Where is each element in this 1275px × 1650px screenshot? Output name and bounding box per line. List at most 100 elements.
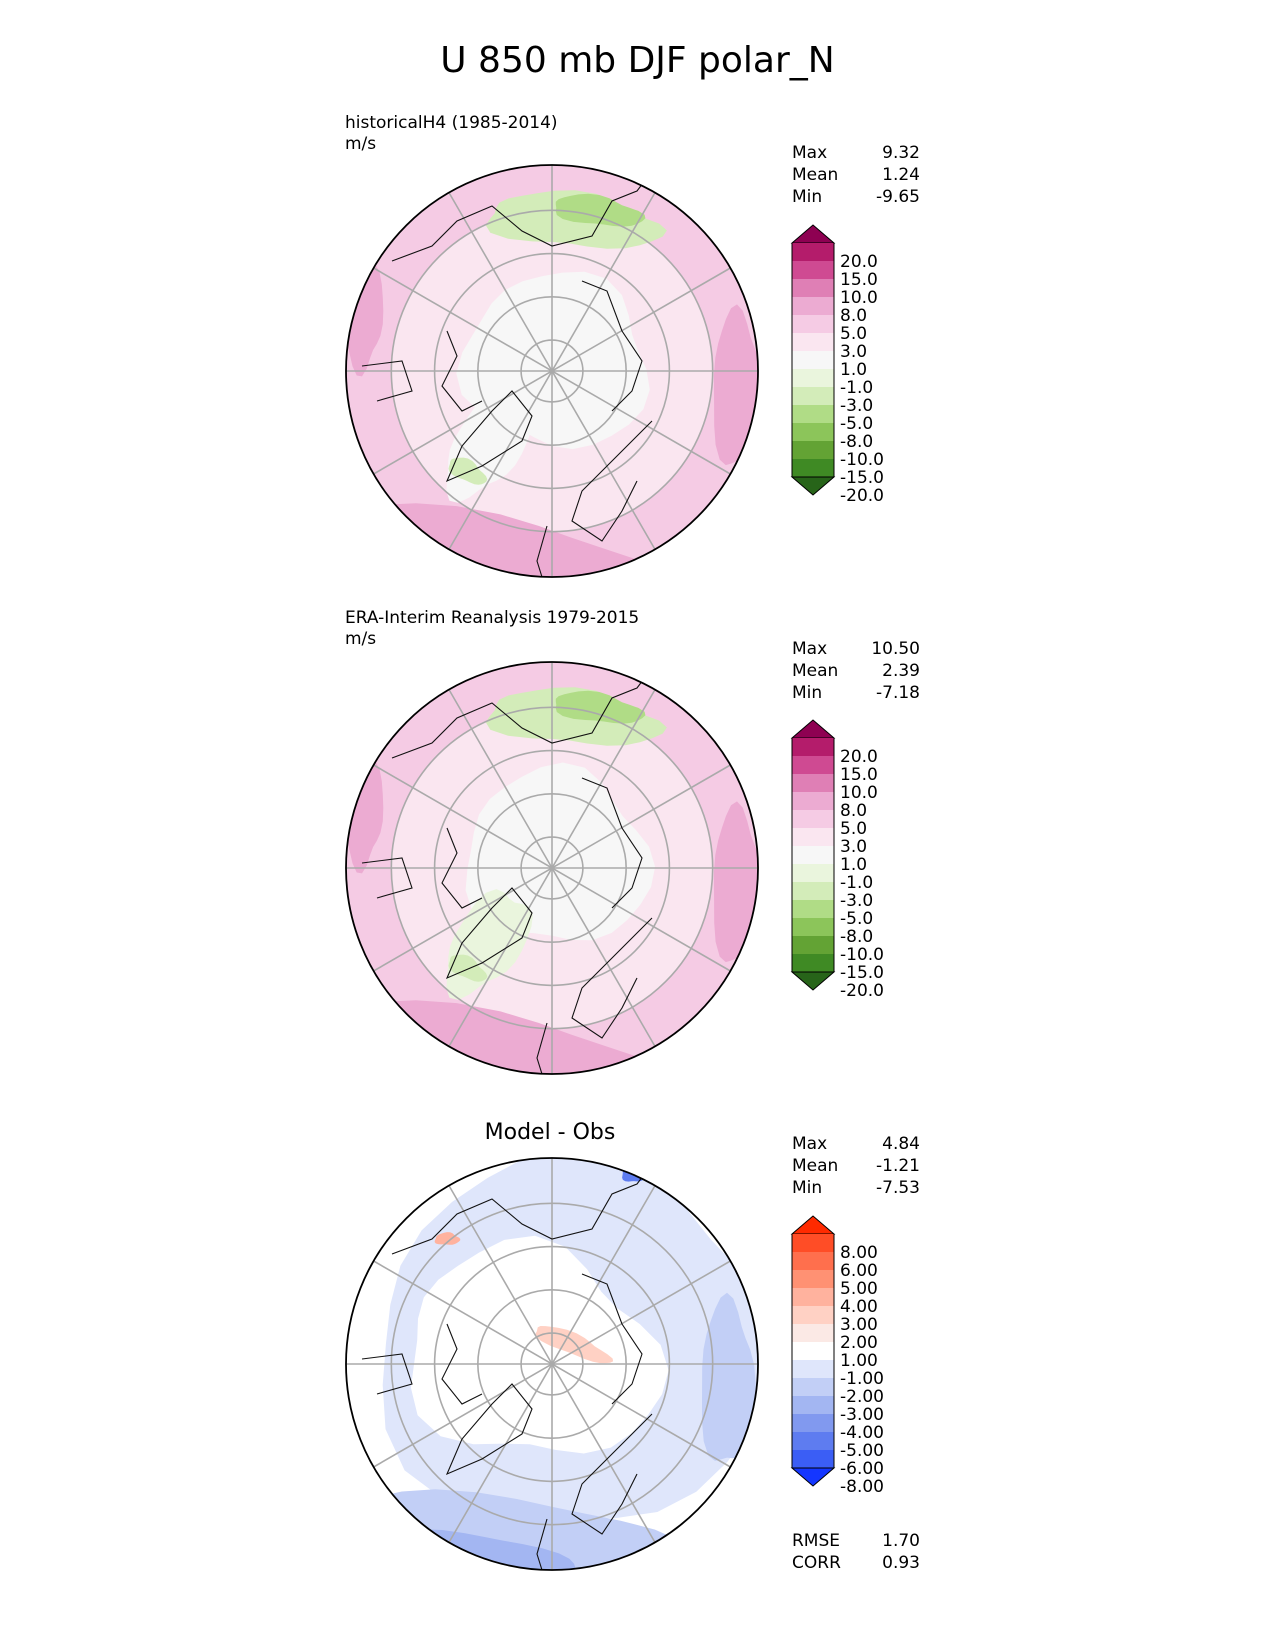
colorbar-segment [792,1450,834,1468]
colorbar-outline [791,738,835,972]
panel-obs-name: ERA-Interim Reanalysis 1979-2015 [345,608,640,628]
colorbar-segment [792,864,834,882]
colorbar-tick-label: 8.00 [840,1243,878,1263]
colorbar-segment [792,441,834,459]
colorbar-tick-label: -10.0 [840,945,884,965]
max-label: Max [792,639,828,659]
colorbar-segment [792,774,834,792]
colorbar-segment [792,387,834,405]
colorbar-segment [792,423,834,441]
colorbar-tick-label: 5.0 [840,324,867,344]
colorbar-segment [792,1306,834,1324]
map-boundary [345,164,759,578]
colorbar-segment [792,900,834,918]
colorbar-tick-label: -1.0 [840,873,873,893]
colorbar-segment [792,261,834,279]
colorbar-extend-max [790,224,836,244]
panel-obs-units: m/s [345,629,377,649]
colorbar-tick-label: -5.0 [840,909,873,929]
rmse-label: RMSE [792,1531,841,1551]
max-label: Max [792,1134,828,1154]
colorbar-segment [792,846,834,864]
max-value: 10.50 [871,639,920,659]
panel-diff-title: Model - Obs [484,1120,616,1145]
map-boundary [345,661,759,1075]
max-value: 9.32 [882,143,920,163]
colorbar-tick-label: 6.00 [840,1261,878,1281]
field-greenland-edge [448,954,488,982]
colorbar-tick-label: -20.0 [840,486,884,506]
colorbar-extend-max [790,1215,836,1235]
colorbar-tick-label: -8.0 [840,927,873,947]
colorbar-tick-label: -4.00 [840,1423,884,1443]
colorbar-tick-label: 20.0 [840,252,878,272]
mean-value: 2.39 [882,661,920,681]
colorbar-segment [792,810,834,828]
colorbar-tick-label: 15.0 [840,765,878,785]
min-label: Min [792,683,823,703]
colorbar-tick-label: 3.00 [840,1315,878,1335]
colorbar-segment [792,405,834,423]
colorbar-tick-label: -3.00 [840,1405,884,1425]
colorbar-tick-label: -1.00 [840,1369,884,1389]
mean-value: -1.21 [876,1156,920,1176]
colorbar-tick-label: 15.0 [840,270,878,290]
max-value: 4.84 [882,1134,920,1154]
colorbar-2: 8.006.005.004.003.002.001.00-1.00-2.00-3… [790,1215,884,1497]
colorbar-segment [792,792,834,810]
colorbar-segment [792,315,834,333]
colorbar-segment [792,369,834,387]
colorbar-tick-label: 1.00 [840,1351,878,1371]
min-value: -7.18 [876,683,920,703]
colorbar-segment [792,738,834,756]
colorbar-segment [792,1252,834,1270]
colorbar-1: 20.015.010.08.05.03.01.0-1.0-3.0-5.0-8.0… [790,719,884,1001]
field-easterly-core [555,193,646,227]
colorbar-outline [791,243,835,477]
field-core [465,762,656,941]
colorbar-tick-label: -10.0 [840,450,884,470]
colorbar-segment [792,828,834,846]
field-layer [346,662,758,1074]
corr-label: CORR [792,1553,841,1573]
panel-diff-skill: RMSE 1.70 CORR 0.93 [792,1530,920,1574]
min-label: Min [792,187,823,207]
colorbar-tick-label: 10.0 [840,288,878,308]
colorbar-segment [792,1270,834,1288]
colorbar-segment [792,297,834,315]
colorbar-segment [792,333,834,351]
min-label: Min [792,1178,823,1198]
colorbar-tick-label: -5.0 [840,414,873,434]
colorbar-outline [791,1234,835,1468]
colorbar-tick-label: 8.0 [840,306,867,326]
colorbar-segment [792,756,834,774]
panel-model-units: m/s [345,134,377,154]
colorbar-tick-label: 8.0 [840,801,867,821]
graticule [346,1158,758,1570]
colorbar-tick-label: -8.00 [840,1477,884,1497]
colorbar-segment [792,1360,834,1378]
coastlines [361,1163,653,1570]
colorbar-tick-label: -6.00 [840,1459,884,1479]
colorbar-segment [792,243,834,261]
colorbar-tick-label: 20.0 [840,747,878,767]
field-pos [535,1326,614,1364]
colorbar-tick-label: 1.0 [840,855,867,875]
colorbar-segment [792,1378,834,1396]
colorbar-segment [792,1324,834,1342]
colorbar-tick-label: 1.0 [840,360,867,380]
colorbar-tick-label: 4.00 [840,1297,878,1317]
colorbar-tick-label: 10.0 [840,783,878,803]
colorbar-tick-label: -8.0 [840,432,873,452]
colorbar-segment [792,1288,834,1306]
colorbar-segment [792,936,834,954]
colorbar-tick-label: 3.0 [840,837,867,857]
map-boundary [345,1157,759,1571]
colorbar-tick-label: -5.00 [840,1441,884,1461]
colorbar-extend-min [790,1467,836,1487]
colorbar-segment [792,1342,834,1360]
mean-value: 1.24 [882,165,920,185]
field-neg-pacific [702,1292,756,1461]
colorbar-0: 20.015.010.08.05.03.01.0-1.0-3.0-5.0-8.0… [790,224,884,506]
